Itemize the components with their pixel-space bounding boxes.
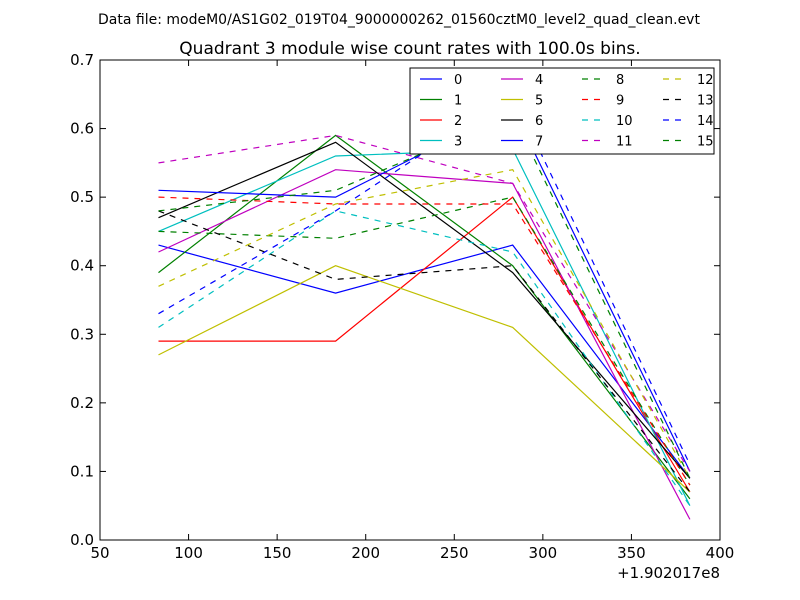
- y-tick-label: 0.2: [70, 394, 94, 412]
- y-tick-label: 0.3: [70, 325, 94, 343]
- legend-label-4: 4: [535, 73, 543, 88]
- series-line-5: [158, 265, 691, 493]
- legend-label-10: 10: [616, 114, 633, 129]
- series-line-10: [158, 210, 691, 507]
- y-tick-label: 0.6: [70, 120, 94, 138]
- series-line-15: [158, 114, 691, 479]
- legend-label-3: 3: [454, 135, 462, 150]
- chart-title: Quadrant 3 module wise count rates with …: [179, 39, 640, 59]
- axes: 50 100 150 200 250 300 350 4000.00.10.20.30.40.…: [70, 51, 734, 562]
- legend-label-7: 7: [535, 135, 543, 150]
- y-tick-label: 0.5: [70, 188, 94, 206]
- legend-label-1: 1: [454, 94, 462, 109]
- series-line-12: [158, 169, 691, 479]
- axes-frame: [99, 59, 721, 541]
- series-line-13: [158, 210, 691, 493]
- x-axis-offset-label: +1.902017e8: [617, 564, 720, 582]
- legend-label-5: 5: [535, 94, 543, 109]
- legend-label-12: 12: [697, 73, 714, 88]
- x-tick-label: 100: [174, 544, 203, 562]
- plot-area: [158, 93, 691, 520]
- series-line-11: [158, 134, 691, 472]
- x-tick-label: 50: [90, 544, 109, 562]
- legend-label-9: 9: [616, 94, 624, 109]
- series-line-1: [158, 134, 691, 500]
- legend-label-0: 0: [454, 73, 462, 88]
- y-tick-label: 0.0: [70, 531, 94, 549]
- legend-label-15: 15: [697, 135, 714, 150]
- legend-label-6: 6: [535, 114, 543, 129]
- y-tick-label: 0.4: [70, 257, 94, 275]
- x-tick-label: 200: [351, 544, 380, 562]
- x-tick-label: 300: [529, 544, 558, 562]
- series-line-3: [158, 148, 691, 506]
- legend-label-2: 2: [454, 114, 462, 129]
- legend-box: [409, 67, 715, 155]
- y-tick-label: 0.7: [70, 51, 94, 69]
- series-line-4: [158, 169, 691, 520]
- y-tick-label: 0.1: [70, 462, 94, 480]
- legend-label-13: 13: [697, 94, 714, 109]
- series-line-8: [158, 196, 691, 486]
- series-line-6: [158, 141, 691, 479]
- x-tick-label: 350: [617, 544, 646, 562]
- series-line-7: [158, 107, 691, 472]
- series-line-0: [158, 244, 691, 479]
- figure-suptitle: Data file: modeM0/AS1G02_019T04_90000002…: [98, 12, 700, 28]
- x-tick-label: 150: [263, 544, 292, 562]
- x-tick-label: 250: [440, 544, 469, 562]
- legend-label-14: 14: [697, 114, 714, 129]
- legend-label-8: 8: [616, 73, 624, 88]
- x-tick-label: 400: [706, 544, 735, 562]
- legend-label-11: 11: [616, 135, 633, 150]
